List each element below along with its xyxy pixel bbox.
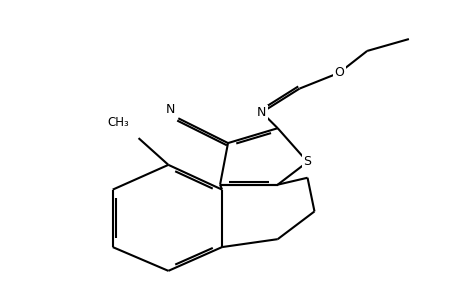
Text: CH₃: CH₃ [107,116,129,129]
Text: N: N [257,106,266,119]
Text: S: S [303,155,311,168]
Text: N: N [165,103,175,116]
Text: O: O [334,66,343,79]
